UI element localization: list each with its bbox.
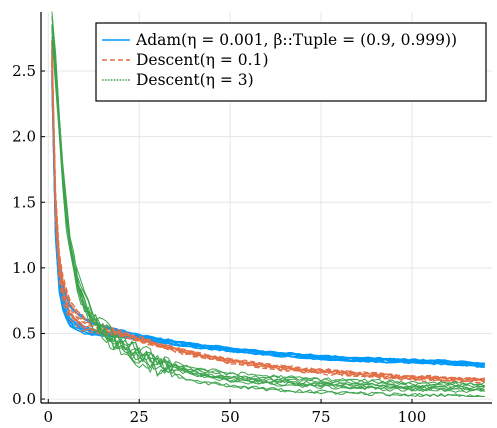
legend-label: Descent(η = 3) <box>136 71 254 89</box>
series-run-line <box>51 80 485 366</box>
y-tick-label: 2.0 <box>12 128 36 146</box>
legend-label: Descent(η = 0.1) <box>136 51 269 69</box>
x-tick-label: 50 <box>221 408 240 426</box>
x-tick-label: 25 <box>130 408 149 426</box>
series-run-line <box>51 75 485 364</box>
y-tick-label: 0.5 <box>12 324 36 342</box>
y-tick-label: 2.5 <box>12 62 36 80</box>
x-tick-label: 75 <box>312 408 331 426</box>
series-run-line <box>51 63 485 380</box>
y-tick-label: 1.5 <box>12 193 36 211</box>
legend: Adam(η = 0.001, β::Tuple = (0.9, 0.999))… <box>95 22 487 102</box>
series-run-line <box>51 50 485 366</box>
y-tick-label: 0.0 <box>12 390 36 408</box>
tick-labels: 0 25 50 75 100 0.0 0.5 1.0 1.5 2.0 2.5 <box>12 62 426 426</box>
x-tick-label: 0 <box>44 408 54 426</box>
series-run-line <box>51 70 485 368</box>
series-run-line <box>51 70 485 365</box>
series-run-line <box>51 27 485 392</box>
series-run-line <box>51 27 485 397</box>
series-run-line <box>51 24 485 386</box>
x-tick-label: 100 <box>398 408 427 426</box>
series-group <box>51 11 486 397</box>
series-run-line <box>51 27 485 390</box>
series-run-line <box>51 48 486 382</box>
series-run-line <box>51 62 485 368</box>
legend-box <box>95 22 487 102</box>
legend-label: Adam(η = 0.001, β::Tuple = (0.9, 0.999)) <box>135 31 457 49</box>
axes <box>40 12 492 404</box>
series-run-line <box>51 82 485 366</box>
series-group <box>51 39 486 385</box>
series-lines <box>51 11 486 397</box>
y-tick-label: 1.0 <box>12 259 36 277</box>
series-run-line <box>51 77 486 368</box>
